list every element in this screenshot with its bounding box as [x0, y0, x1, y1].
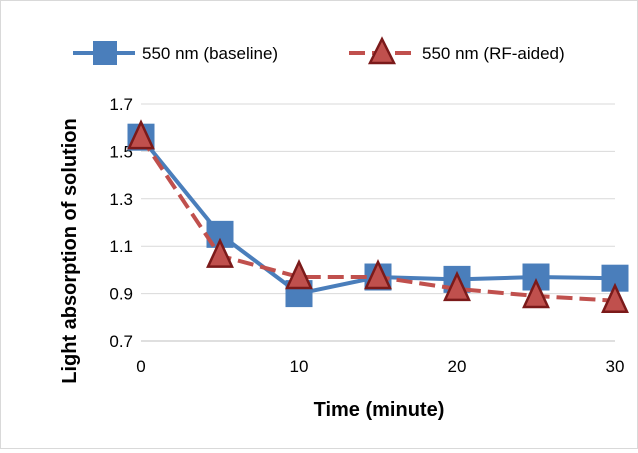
legend: 550 nm (baseline) 550 nm (RF-aided) — [73, 36, 565, 65]
series-layer — [127, 119, 629, 313]
y-tick-label: 1.1 — [109, 237, 133, 256]
data-point-triangle — [443, 270, 471, 302]
data-point-triangle — [364, 259, 392, 290]
x-tick-label: 0 — [136, 357, 145, 376]
data-point-triangle — [601, 282, 629, 313]
legend-label-2: 550 nm (RF-aided) — [422, 44, 565, 63]
data-point-triangle — [206, 237, 234, 268]
y-tick-label: 1.5 — [109, 142, 133, 161]
y-tick-label: 0.9 — [109, 285, 133, 304]
data-point-triangle — [522, 277, 550, 309]
legend-marker-triangle — [367, 36, 397, 65]
axes: 0.7 0.9 1.1 1.3 1.5 1.7 0 10 20 30 — [109, 95, 624, 376]
x-tick-label: 20 — [448, 357, 467, 376]
y-tick-label: 0.7 — [109, 332, 133, 351]
legend-label-1: 550 nm (baseline) — [142, 44, 278, 63]
y-axis-title: Light absorption of solution — [59, 118, 81, 384]
data-point-triangle — [127, 119, 155, 150]
data-point-triangle — [285, 259, 313, 290]
x-tick-label: 30 — [606, 357, 625, 376]
data-point-square — [601, 264, 629, 292]
y-tick-label: 1.7 — [109, 95, 133, 114]
legend-marker-square — [93, 41, 117, 65]
x-axis-title: Time (minute) — [314, 399, 445, 421]
y-tick-label: 1.3 — [109, 190, 133, 209]
x-tick-label: 10 — [290, 357, 309, 376]
